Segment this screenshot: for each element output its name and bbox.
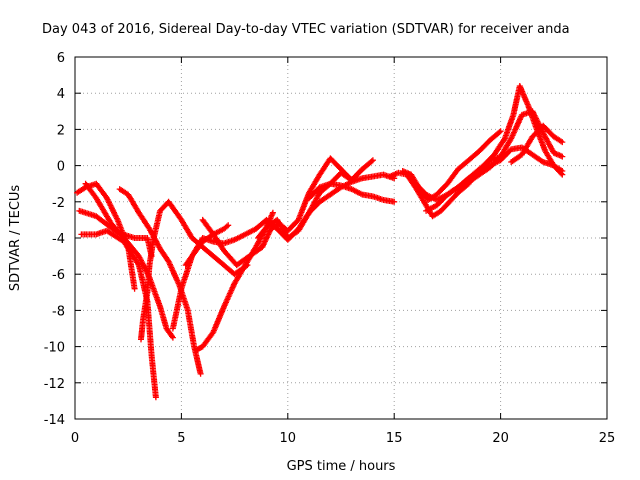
- data-marks: [74, 83, 566, 401]
- y-tick-label: -8: [52, 304, 65, 319]
- x-tick-label: 10: [280, 431, 297, 446]
- plus-marker: [369, 157, 376, 164]
- series-track-4: [82, 180, 176, 341]
- x-tick-label: 20: [492, 431, 509, 446]
- y-tick-label: -6: [52, 268, 65, 283]
- tick-labels: 0 5 10 15 20 25 -14 -12 -10 -8 -6 -4 -2 0 2 4 6: [44, 51, 616, 446]
- axis-ticks: [74, 56, 608, 420]
- plus-marker: [391, 198, 398, 205]
- x-axis-label: GPS time / hours: [287, 459, 396, 474]
- series-track-16: [412, 108, 566, 203]
- y-tick-label: 0: [57, 160, 65, 175]
- series-track-6: [138, 198, 251, 343]
- x-tick-label: 15: [386, 431, 403, 446]
- series-track-2: [78, 227, 159, 401]
- x-tick-label: 25: [599, 431, 616, 446]
- plus-marker: [497, 128, 504, 135]
- plus-marker: [558, 170, 565, 177]
- y-tick-label: 4: [57, 87, 65, 102]
- plus-marker: [152, 394, 159, 401]
- plus-marker: [359, 166, 366, 173]
- plus-marker: [197, 370, 204, 377]
- y-tick-label: -2: [52, 196, 65, 211]
- plus-marker: [169, 333, 175, 340]
- plus-marker: [559, 153, 566, 160]
- plus-marker: [169, 334, 176, 341]
- plus-marker: [559, 139, 566, 146]
- plus-marker: [358, 167, 365, 174]
- y-tick-label: -12: [44, 377, 65, 392]
- x-tick-label: 5: [177, 431, 185, 446]
- plus-marker: [496, 129, 503, 136]
- y-tick-label: 6: [57, 51, 65, 66]
- y-tick-label: -10: [44, 341, 65, 356]
- series-track-7: [169, 225, 259, 332]
- plus-marker: [368, 158, 375, 165]
- plus-marker: [225, 222, 232, 229]
- y-tick-label: -4: [52, 232, 65, 247]
- y-axis-label: SDTVAR / TECUs: [8, 185, 23, 292]
- series-track-13: [306, 180, 398, 205]
- plus-marker: [269, 209, 276, 216]
- series-track-10: [199, 155, 376, 269]
- x-tick-label: 0: [71, 431, 79, 446]
- y-tick-label: 2: [57, 123, 65, 138]
- series-track-12: [252, 166, 366, 243]
- y-tick-label: -14: [44, 413, 65, 428]
- plus-marker: [559, 171, 566, 178]
- series-track-19: [508, 122, 566, 165]
- chart-title: Day 043 of 2016, Sidereal Day-to-day VTE…: [42, 22, 570, 37]
- series-track-18: [459, 83, 566, 187]
- plus-marker: [131, 285, 138, 292]
